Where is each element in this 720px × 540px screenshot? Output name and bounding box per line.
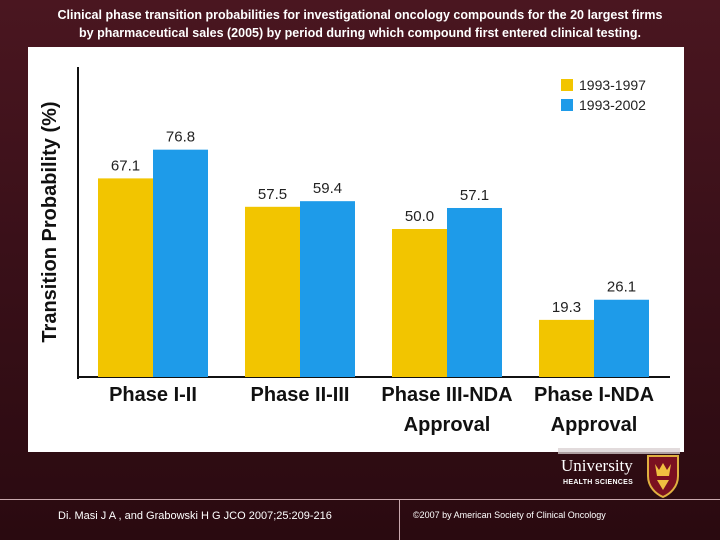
bar-value-label: 19.3 bbox=[552, 299, 581, 316]
bar bbox=[300, 201, 355, 377]
bar bbox=[539, 319, 594, 377]
bar bbox=[98, 178, 153, 377]
footer-divider bbox=[399, 500, 400, 540]
x-tick-label: Phase I-II bbox=[109, 384, 197, 406]
bar-value-label: 26.1 bbox=[607, 279, 636, 296]
x-tick-label: Phase I-NDA bbox=[534, 384, 654, 406]
x-tick-label: Approval bbox=[404, 414, 491, 436]
slide-title-line-2: by pharmaceutical sales (2005) by period… bbox=[79, 26, 641, 40]
x-tick-label: Phase II-III bbox=[251, 384, 350, 406]
university-logo: University HEALTH SCIENCES bbox=[558, 448, 688, 500]
bar bbox=[153, 149, 208, 377]
logo-name: University bbox=[561, 456, 633, 475]
chart-panel: Transition Probability (%) 67.1 57.5 50.0 19… bbox=[28, 47, 684, 452]
footer-rule bbox=[0, 499, 720, 500]
legend-label: 1993-2002 bbox=[579, 97, 646, 113]
bar-value-label: 59.4 bbox=[313, 180, 342, 197]
bar-value-label: 76.8 bbox=[166, 129, 195, 146]
bar-chart: Transition Probability (%) 67.1 57.5 50.0 19… bbox=[39, 67, 670, 436]
y-axis-label: Transition Probability (%) bbox=[39, 101, 61, 342]
legend-swatch bbox=[561, 79, 573, 91]
slide-title: Clinical phase transition probabilities … bbox=[0, 6, 720, 42]
logo-subtitle: HEALTH SCIENCES bbox=[563, 479, 634, 486]
bar bbox=[594, 299, 649, 377]
legend-label: 1993-1997 bbox=[579, 77, 646, 93]
bar-value-label: 57.5 bbox=[258, 186, 287, 203]
bar bbox=[245, 206, 300, 377]
citation-text: Di. Masi J A , and Grabowski H G JCO 200… bbox=[58, 510, 332, 522]
bar bbox=[392, 229, 447, 377]
bar-value-label: 57.1 bbox=[460, 187, 489, 204]
bar-value-label: 67.1 bbox=[111, 157, 140, 174]
bar-value-label: 50.0 bbox=[405, 208, 434, 225]
copyright-text: ©2007 by American Society of Clinical On… bbox=[413, 510, 606, 520]
bar bbox=[447, 207, 502, 377]
x-tick-label: Phase III-NDA bbox=[381, 384, 512, 406]
x-tick-label: Approval bbox=[551, 414, 638, 436]
slide-title-line-1: Clinical phase transition probabilities … bbox=[57, 8, 663, 22]
logo-top-band bbox=[558, 448, 680, 454]
crest-icon bbox=[647, 455, 679, 498]
legend-swatch bbox=[561, 99, 573, 111]
